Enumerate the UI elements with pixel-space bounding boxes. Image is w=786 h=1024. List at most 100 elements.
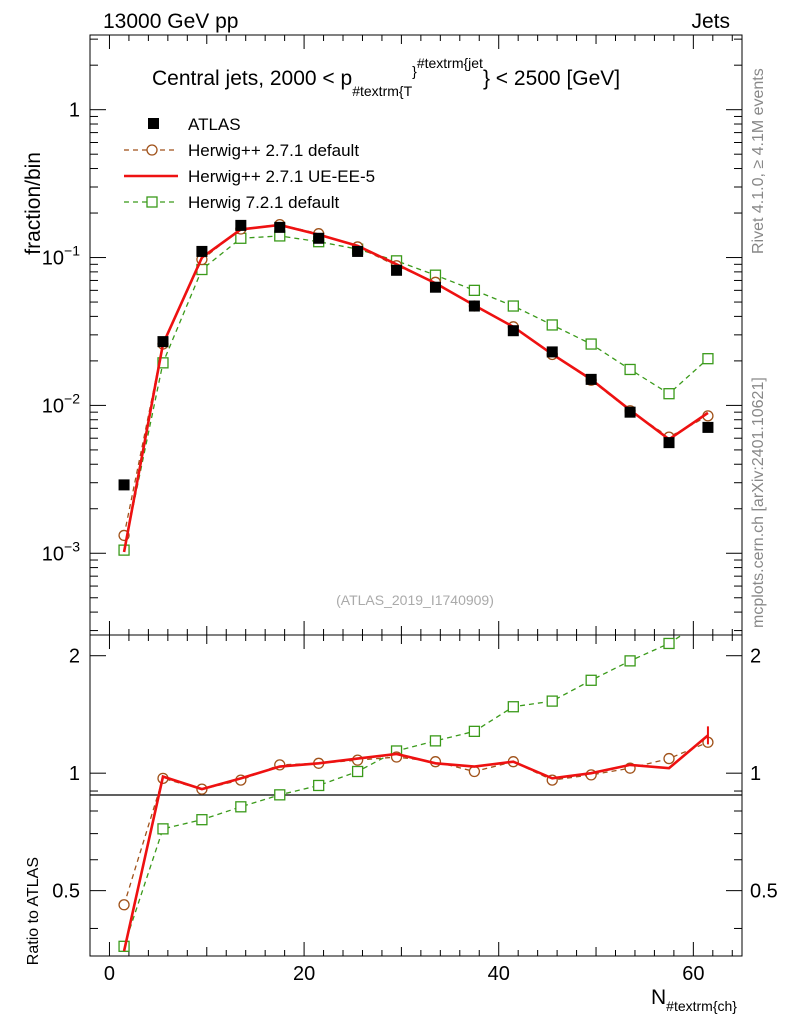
analysis-watermark: (ATLAS_2019_I1740909) <box>336 592 494 608</box>
title-main: Central jets, 2000 < p <box>152 67 352 90</box>
y-tick-label: 10−3 <box>42 538 80 565</box>
series-2 <box>122 223 709 553</box>
legend-entry: Herwig++ 2.7.1 default <box>124 141 359 160</box>
data-point-square <box>663 388 675 400</box>
series-line <box>122 223 709 553</box>
data-point-square <box>624 655 636 667</box>
series-1 <box>118 218 714 542</box>
x-tick-label: 0 <box>104 963 115 985</box>
title-brace: } <box>412 63 417 79</box>
series-0 <box>118 219 714 491</box>
data-point-atlas <box>157 336 169 348</box>
data-point-atlas <box>585 373 597 385</box>
data-point-atlas <box>624 406 636 418</box>
data-point-circle <box>663 752 675 765</box>
data-point-square <box>429 735 442 747</box>
data-point-atlas <box>468 300 480 312</box>
data-point-atlas <box>663 437 675 449</box>
data-point-circle <box>146 144 158 156</box>
title-superscript: #textrm{jet <box>417 55 483 71</box>
ratio-series-2 <box>122 726 709 952</box>
data-point-square <box>274 789 286 801</box>
y-tick-label: 10−1 <box>42 243 80 270</box>
data-point-square <box>146 196 158 208</box>
data-point-square <box>663 637 675 650</box>
data-point-square <box>703 613 713 623</box>
main-series <box>118 218 714 556</box>
x-axis-label-subscript: #textrm{ch} <box>666 998 737 1014</box>
ratio-series-line <box>123 635 684 947</box>
data-point-atlas <box>546 346 558 358</box>
data-point-square <box>157 357 169 369</box>
header-process: 13000 GeV pp <box>103 10 238 33</box>
x-tick-labels: 0 20 40 60 <box>104 963 705 985</box>
data-point-square <box>546 695 558 707</box>
legend-marker-atlas <box>148 118 159 129</box>
ratio-y-tick-labels: 0.5 0.5 1 1 2 2 <box>52 646 778 903</box>
y-tick-label-base: 1 <box>69 100 80 122</box>
data-point-atlas <box>391 264 403 276</box>
ratio-series-1 <box>118 736 714 911</box>
y-tick-label-exponent: −2 <box>64 390 80 406</box>
legend-entry: Herwig++ 2.7.1 UE-EE-5 <box>124 167 375 186</box>
data-point-square <box>585 674 597 686</box>
legend-label: ATLAS <box>188 115 241 134</box>
y-axis-label: fraction/bin <box>22 152 45 255</box>
legend-entry: Herwig 7.2.1 default <box>124 193 339 212</box>
x-tick-label: 60 <box>682 963 704 985</box>
y-tick-label: 1 <box>69 100 80 122</box>
data-point-square <box>468 284 481 296</box>
data-point-atlas <box>235 219 247 231</box>
legend: ATLAS Herwig++ 2.7.1 default Herwig++ 2.7.… <box>124 115 375 212</box>
data-point-square <box>702 353 714 365</box>
ratio-y-tick-label-left: 1 <box>69 763 80 785</box>
x-axis-label-main: N <box>651 986 666 1009</box>
data-point-atlas <box>313 232 325 244</box>
y-tick-label-base: 10 <box>42 543 64 565</box>
data-point-atlas <box>507 325 519 337</box>
data-point-square <box>196 814 208 826</box>
ratio-y-axis-label: Ratio to ATLAS <box>25 857 42 965</box>
y-tick-label-base: 10 <box>42 395 64 417</box>
data-point-square <box>585 338 597 350</box>
rivet-version-label: Rivet 4.1.0, ≥ 4.1M events <box>750 68 767 254</box>
mcplots-reference-label: mcplots.cern.ch [arXiv:2401.10621] <box>750 377 767 628</box>
data-point-square <box>313 779 325 792</box>
data-point-square <box>157 823 169 835</box>
series-line <box>123 223 709 536</box>
data-point-atlas <box>274 221 286 233</box>
legend-entry: ATLAS <box>148 115 241 134</box>
title-end: } < 2500 [GeV] <box>483 67 620 90</box>
ratio-axis-ticks <box>90 635 742 956</box>
y-tick-label-exponent: −1 <box>64 243 80 259</box>
ratio-y-tick-label-right: 1 <box>750 763 761 785</box>
legend-label: Herwig++ 2.7.1 default <box>188 141 359 160</box>
x-tick-label: 20 <box>293 963 315 985</box>
data-point-atlas <box>196 245 208 257</box>
series-3 <box>118 230 714 556</box>
title-subscript: #textrm{T <box>352 83 412 99</box>
ratio-y-tick-label-right: 2 <box>750 646 761 668</box>
ratio-y-tick-label-right: 0.5 <box>750 881 778 903</box>
chart-title: Central jets, 2000 < p#textrm{T}#textrm{… <box>152 55 620 99</box>
data-point-atlas <box>118 479 130 491</box>
series-line <box>123 235 709 551</box>
main-y-tick-labels: 10−310−210−11 <box>42 100 80 566</box>
x-axis-label: N#textrm{ch} <box>651 986 737 1014</box>
data-point-square <box>507 701 519 713</box>
data-point-square <box>468 725 481 737</box>
data-point-circle <box>118 899 130 911</box>
ratio-y-tick-label-left: 0.5 <box>52 881 80 903</box>
x-tick-label: 40 <box>488 963 510 985</box>
y-tick-label-base: 10 <box>42 248 64 270</box>
ratio-series-3 <box>118 613 713 952</box>
ratio-series <box>118 613 714 952</box>
legend-label: Herwig 7.2.1 default <box>188 193 339 212</box>
data-point-atlas <box>702 421 714 433</box>
header-category: Jets <box>691 10 730 33</box>
y-tick-label: 10−2 <box>42 390 80 417</box>
data-point-square <box>235 801 247 813</box>
ratio-series-line <box>122 734 709 952</box>
main-axis-ticks <box>90 35 742 635</box>
